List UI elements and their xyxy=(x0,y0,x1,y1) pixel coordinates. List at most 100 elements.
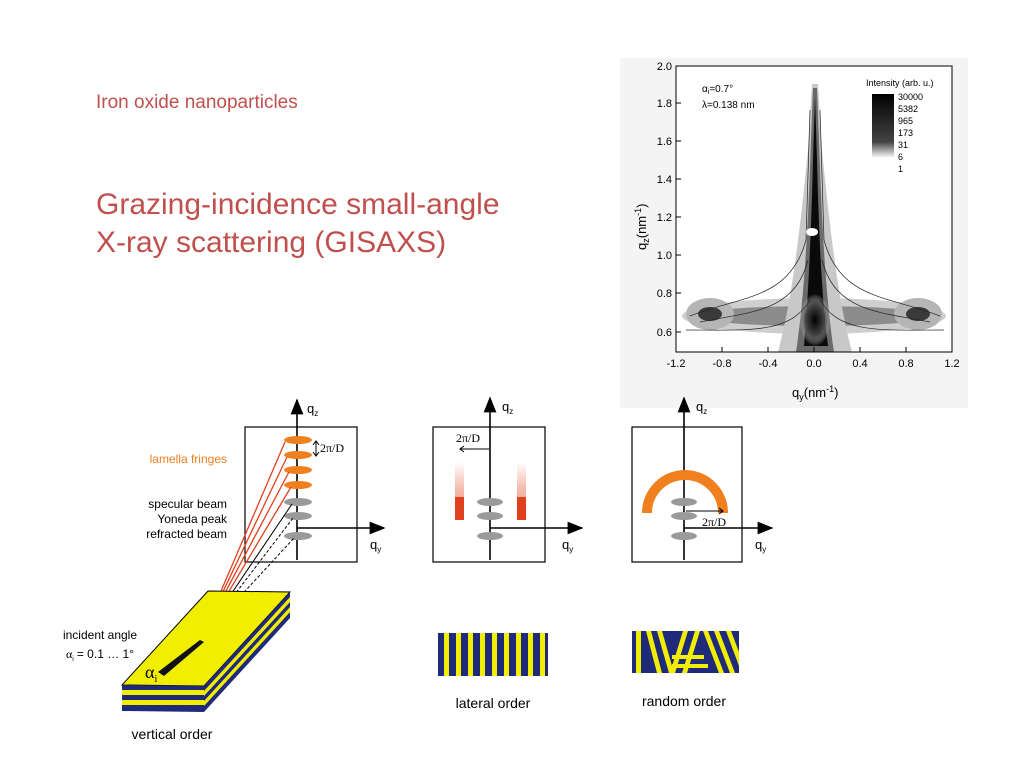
y-ticks: 2.0 1.8 1.6 1.4 1.2 1.0 0.8 0.6 xyxy=(657,61,681,339)
refracted-beam-label: refracted beam xyxy=(146,527,227,541)
intensity-level: 965 xyxy=(898,116,913,126)
title-line-2: X-ray scattering (GISAXS) xyxy=(96,226,447,259)
x-axis-label: qy(nm-1) xyxy=(792,384,838,402)
sample-side-layer xyxy=(204,607,290,706)
specular-peak xyxy=(799,294,831,346)
qz-label-1: qz xyxy=(307,401,318,418)
intensity-level: 5382 xyxy=(898,104,918,114)
fringe-spot xyxy=(284,436,312,444)
sample-side-layer xyxy=(204,597,290,696)
intensity-level: 30000 xyxy=(898,92,923,102)
x-tick-label: -1.2 xyxy=(667,358,686,370)
scattering-map xyxy=(682,84,946,352)
detector-frame-2 xyxy=(432,426,546,563)
y-tick-label: 1.0 xyxy=(657,250,672,262)
intensity-level: 1 xyxy=(898,164,903,174)
specular-spot xyxy=(284,498,312,506)
panel-vertical-order: qz qy 2π/D lamella fringes specular beam… xyxy=(63,398,386,742)
y-tick-label: 0.6 xyxy=(657,327,672,339)
y-axis-label: qz(nm-1) xyxy=(633,204,651,250)
x-tick-label: 0.4 xyxy=(852,358,867,370)
incident-angle-range: αi = 0.1 … 1° xyxy=(66,647,134,663)
lateral-order-sample xyxy=(438,633,548,676)
qy-label-2: qy xyxy=(562,537,573,554)
yoneda-peak-label: Yoneda peak xyxy=(157,512,228,526)
side-peak-right xyxy=(906,307,930,321)
fringe-spot xyxy=(284,466,312,474)
lateral-stripes xyxy=(444,633,545,676)
fringe-spot xyxy=(284,481,312,489)
intensity-level: 173 xyxy=(898,128,913,138)
bragg-rod-left-fade xyxy=(455,462,464,520)
yoneda-spot xyxy=(284,512,312,520)
intensity-colorbar xyxy=(872,94,894,158)
y-tick-label: 1.4 xyxy=(657,174,672,186)
multilayer-sample xyxy=(120,590,292,712)
gisaxs-plot: 2.0 1.8 1.6 1.4 1.2 1.0 0.8 0.6 -1.2 -0.… xyxy=(620,58,968,408)
intensity-legend-title: Intensity (arb. u.) xyxy=(866,78,934,88)
alpha-annotation: αi=0.7° xyxy=(702,84,733,96)
sample-front-face xyxy=(122,685,204,712)
yoneda-spot xyxy=(671,512,697,520)
random-stripes xyxy=(636,631,739,673)
incident-beam xyxy=(158,640,204,676)
lateral-order-label: lateral order xyxy=(456,695,531,711)
x-tick-label: -0.4 xyxy=(759,358,778,370)
title-line-1: Grazing-incidence small-angle xyxy=(96,188,500,221)
y-tick-label: 1.8 xyxy=(657,98,672,110)
intensity-level: 31 xyxy=(898,140,908,150)
bragg-rod-right-fade xyxy=(517,462,526,520)
qz-label-3: qz xyxy=(696,399,707,416)
period-arrow-head xyxy=(459,445,465,453)
detector-frame-1 xyxy=(244,426,358,563)
random-order-label: random order xyxy=(642,693,726,709)
x-ticks: -1.2 -0.8 -0.4 0.0 0.4 0.8 1.2 xyxy=(667,347,960,370)
period-arrow-head xyxy=(718,507,724,515)
x-tick-label: 0.8 xyxy=(898,358,913,370)
slide-title: Grazing-incidence small-angle X-ray scat… xyxy=(96,186,616,262)
x-tick-label: 0.0 xyxy=(806,358,821,370)
intensity-legend-labels: 30000 5382 965 173 31 6 1 xyxy=(898,92,923,174)
qy-label-1: qy xyxy=(370,537,381,554)
refracted-spot xyxy=(284,532,312,540)
y-tick-label: 2.0 xyxy=(657,61,672,73)
fringe-spot xyxy=(284,451,312,459)
central-rod-core xyxy=(804,96,828,346)
detector-frame-3 xyxy=(631,426,743,563)
qz-label-2: qz xyxy=(502,399,513,416)
alpha-i-symbol: αi xyxy=(145,662,157,685)
vertical-order-label: vertical order xyxy=(132,726,213,742)
bragg-rod-right xyxy=(517,497,526,520)
x-tick-label: -0.8 xyxy=(713,358,732,370)
random-order-sample xyxy=(632,631,739,673)
two-pi-d-label-2: 2π/D xyxy=(456,431,480,445)
yoneda-spot xyxy=(477,512,503,520)
contour-lines xyxy=(685,109,945,331)
y-tick-label: 1.2 xyxy=(657,212,672,224)
y-tick-label: 1.6 xyxy=(657,136,672,148)
period-bracket-arrows xyxy=(312,440,320,457)
lamella-fringes-label: lamella fringes xyxy=(150,452,227,466)
two-pi-d-label-3: 2π/D xyxy=(702,515,726,529)
specular-spot xyxy=(671,498,697,506)
two-pi-d-label-1: 2π/D xyxy=(320,441,344,455)
sample-layer xyxy=(122,690,204,695)
refracted-spot xyxy=(477,532,503,540)
side-peak-left xyxy=(698,307,722,321)
panel-random-order: qz qy 2π/D random order xyxy=(631,396,774,709)
specular-beam-label: specular beam xyxy=(148,497,227,511)
incident-angle-label: incident angle xyxy=(63,628,137,642)
beamstop xyxy=(806,228,818,236)
refracted-spot xyxy=(671,532,697,540)
intensity-level: 6 xyxy=(898,152,903,162)
qy-label-3: qy xyxy=(755,537,766,554)
sample-layer xyxy=(122,700,204,705)
debye-ring xyxy=(642,470,728,514)
slide-subtitle: Iron oxide nanoparticles xyxy=(96,92,298,113)
lambda-annotation: λ=0.138 nm xyxy=(702,100,755,111)
x-tick-label: 1.2 xyxy=(944,358,959,370)
specular-spot xyxy=(477,498,503,506)
bragg-rod-left xyxy=(455,497,464,520)
panel-lateral-order: qz qy 2π/D lateral ord xyxy=(432,396,584,711)
